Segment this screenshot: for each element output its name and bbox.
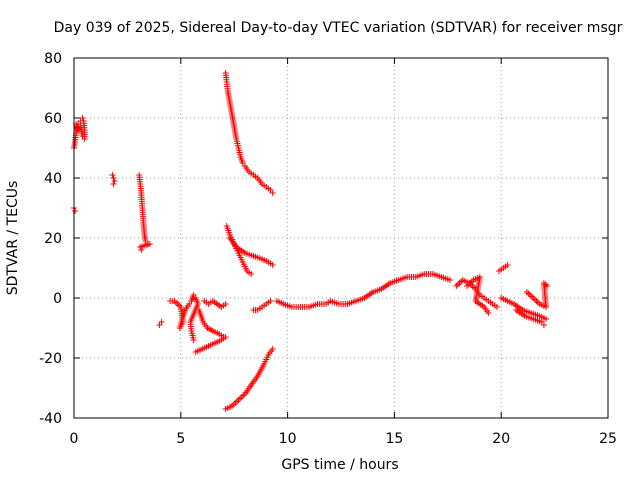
y-tick-label: -20 — [39, 351, 62, 367]
data-point — [109, 172, 116, 178]
y-tick-label: 60 — [44, 111, 62, 127]
data-point — [485, 310, 492, 316]
data-point — [269, 262, 276, 268]
x-tick-label: 15 — [385, 431, 403, 447]
data-point — [72, 208, 79, 214]
y-tick-label: 40 — [44, 171, 62, 187]
data-point — [110, 175, 117, 181]
y-axis-label: SDTVAR / TECUs — [5, 181, 21, 296]
data-point — [79, 133, 86, 139]
y-tick-label: 80 — [44, 51, 62, 67]
data-point — [158, 319, 165, 325]
y-tick-label: -40 — [39, 411, 62, 427]
axis-ticks: 0 5 10 15 20 25 -40 -20 0 20 40 60 80 — [39, 51, 617, 447]
data-point — [190, 337, 197, 343]
data-point — [540, 322, 547, 328]
data-point — [137, 244, 144, 250]
data-point — [222, 334, 229, 340]
data-markers — [71, 70, 551, 412]
data-point — [79, 115, 86, 121]
data-point — [493, 304, 500, 310]
data-point — [543, 316, 550, 322]
y-tick-label: 0 — [53, 291, 62, 307]
x-tick-label: 10 — [279, 431, 297, 447]
data-point — [544, 283, 551, 289]
y-tick-label: 20 — [44, 231, 62, 247]
chart-title: Day 039 of 2025, Sidereal Day-to-day VTE… — [54, 20, 623, 36]
x-tick-label: 0 — [70, 431, 79, 447]
data-point — [267, 298, 274, 304]
data-point — [248, 271, 255, 277]
x-tick-label: 20 — [492, 431, 510, 447]
x-tick-label: 5 — [176, 431, 185, 447]
data-point — [446, 277, 453, 283]
data-point — [269, 346, 276, 352]
data-point — [504, 262, 511, 268]
data-point — [111, 178, 118, 184]
data-point — [110, 181, 117, 187]
x-axis-label: GPS time / hours — [281, 457, 398, 473]
data-point — [269, 190, 276, 196]
x-tick-label: 25 — [599, 431, 617, 447]
data-point — [138, 247, 145, 253]
data-point — [222, 301, 229, 307]
grid-lines — [74, 58, 608, 418]
